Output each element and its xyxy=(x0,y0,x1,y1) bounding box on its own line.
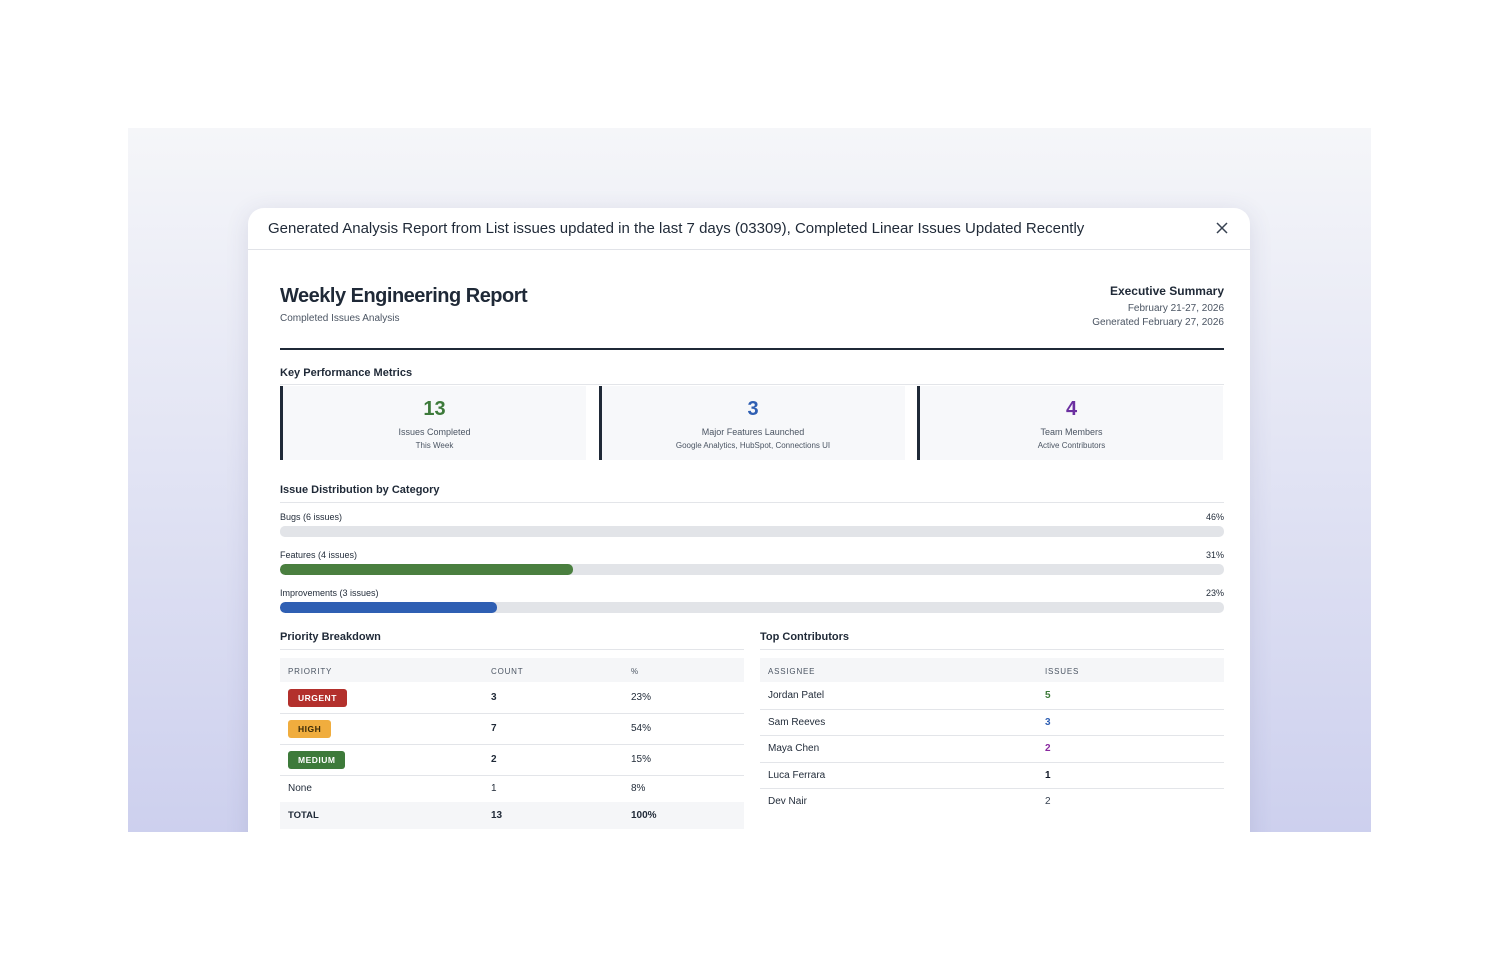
row-rule xyxy=(280,775,744,776)
column-header: ISSUES xyxy=(1045,667,1080,676)
bar-track xyxy=(280,602,1224,613)
total-row-bg xyxy=(280,802,744,829)
row-rule xyxy=(760,735,1224,736)
kpi-card: 3 Major Features Launched Google Analytics… xyxy=(598,386,905,460)
row-rule xyxy=(280,744,744,745)
issue-count: 1 xyxy=(1045,769,1051,781)
section-title: Top Contributors xyxy=(760,631,849,643)
column-header: ASSIGNEE xyxy=(768,667,816,676)
priority-label: TOTAL xyxy=(288,809,319,821)
kpi-sub: Google Analytics, HubSpot, Connections U… xyxy=(675,441,831,450)
priority-label: None xyxy=(288,782,312,794)
kpi-label: Major Features Launched xyxy=(701,427,805,437)
count-cell: 3 xyxy=(491,691,497,703)
table-header-bg xyxy=(760,658,1224,682)
issue-count: 2 xyxy=(1045,796,1051,807)
bar-track xyxy=(280,564,1224,575)
category-label: Features (4 issues) xyxy=(280,550,358,560)
close-button[interactable] xyxy=(1216,222,1228,234)
percent-cell: 54% xyxy=(631,722,652,734)
column-header: % xyxy=(631,667,639,676)
count-cell: 7 xyxy=(491,722,497,734)
section-title: Priority Breakdown xyxy=(280,631,381,643)
kpi-card: 4 Team Members Active Contributors xyxy=(917,386,1223,460)
section-rule xyxy=(760,649,1224,650)
section-title: Key Performance Metrics xyxy=(280,367,413,379)
priority-badge: MEDIUM xyxy=(288,750,346,769)
modal-title: Generated Analysis Report from List issu… xyxy=(268,220,1085,237)
category-label: Improvements (3 issues) xyxy=(280,588,379,598)
row-rule xyxy=(760,708,1224,710)
report-modal: Generated Analysis Report from List issu… xyxy=(248,208,1250,832)
percent-cell: 100% xyxy=(631,809,657,821)
count-cell: 2 xyxy=(491,753,497,765)
priority-badge: HIGH xyxy=(288,719,332,738)
section-rule xyxy=(280,649,744,650)
kpi-value: 3 xyxy=(747,398,759,420)
kpi-card: 13 Issues Completed This Week xyxy=(280,386,586,460)
report-title: Weekly Engineering Report xyxy=(280,285,528,307)
section-rule xyxy=(280,384,1224,385)
kpi-sub: Active Contributors xyxy=(1037,441,1106,450)
modal-header: Generated Analysis Report from List issu… xyxy=(248,208,1250,250)
assignee-name: Jordan Patel xyxy=(768,690,825,701)
category-percent: 31% xyxy=(1205,550,1224,560)
issue-count: 3 xyxy=(1045,716,1051,728)
assignee-name: Dev Nair xyxy=(768,796,807,807)
issue-count: 2 xyxy=(1045,743,1051,754)
report-period: February 21-27, 2026 xyxy=(1127,303,1224,314)
kpi-value: 13 xyxy=(423,398,446,420)
bar-fill xyxy=(280,602,498,613)
section-title: Issue Distribution by Category xyxy=(280,484,440,496)
percent-cell: 15% xyxy=(631,753,652,765)
percent-cell: 8% xyxy=(631,782,646,794)
bar-fill xyxy=(280,564,573,575)
category-percent: 23% xyxy=(1205,588,1224,598)
priority-badge: URGENT xyxy=(288,688,347,707)
bar-fill xyxy=(280,526,715,537)
count-cell: 1 xyxy=(491,782,497,794)
category-percent: 46% xyxy=(1205,512,1224,522)
kpi-label: Team Members xyxy=(1040,427,1103,437)
kpi-value: 4 xyxy=(1065,398,1078,420)
column-header: PRIORITY xyxy=(288,667,333,676)
column-header: COUNT xyxy=(491,667,524,676)
assignee-name: Luca Ferrara xyxy=(768,769,826,781)
row-rule xyxy=(760,788,1224,789)
category-label: Bugs (6 issues) xyxy=(280,512,343,522)
report-generated: Generated February 27, 2026 xyxy=(1092,317,1224,328)
bar-track xyxy=(280,526,1224,537)
row-rule xyxy=(760,761,1224,763)
issue-count: 5 xyxy=(1045,690,1051,701)
row-rule xyxy=(280,713,744,714)
backdrop: Generated Analysis Report from List issu… xyxy=(128,128,1371,832)
section-rule xyxy=(280,502,1224,503)
assignee-name: Maya Chen xyxy=(768,743,820,754)
header-rule xyxy=(280,348,1224,350)
table-header-bg xyxy=(280,658,744,682)
assignee-name: Sam Reeves xyxy=(768,716,826,728)
count-cell: 13 xyxy=(491,809,503,821)
kpi-sub: This Week xyxy=(415,441,454,450)
percent-cell: 23% xyxy=(631,691,652,703)
report-subtitle: Completed Issues Analysis xyxy=(280,313,400,324)
kpi-label: Issues Completed xyxy=(398,427,471,437)
summary-title: Executive Summary xyxy=(1109,284,1224,298)
